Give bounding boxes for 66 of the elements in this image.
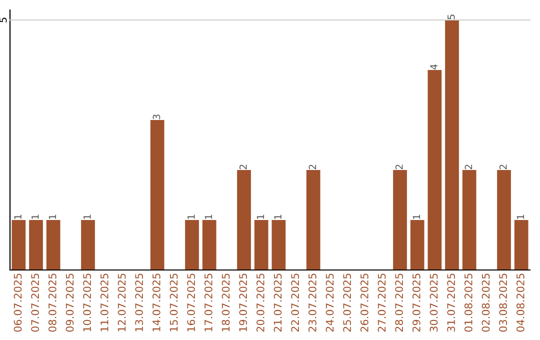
x-tick-label: 07.07.2025 [31, 274, 40, 332]
x-tick-label: 09.07.2025 [66, 274, 74, 332]
data-label: 4 [430, 64, 438, 70]
data-label: 1 [204, 214, 212, 219]
x-tick-label: 30.07.2025 [430, 274, 438, 332]
bar [497, 170, 511, 270]
bar [237, 170, 251, 270]
x-tick-label: 26.07.2025 [360, 274, 368, 332]
data-label: 1 [274, 214, 282, 219]
x-tick-label: 02.08.2025 [482, 274, 490, 332]
bar [254, 220, 268, 270]
data-label: 2 [464, 164, 472, 170]
data-label: 1 [188, 214, 195, 219]
data-label: 1 [256, 214, 264, 219]
data-label: 1 [84, 214, 91, 219]
bar [46, 220, 60, 270]
data-label: 1 [516, 214, 524, 219]
x-tick-label: 18.07.2025 [222, 274, 230, 332]
data-label: 5 [448, 14, 455, 20]
data-label: 1 [412, 214, 420, 219]
x-tick-label: 22.07.2025 [291, 274, 300, 332]
x-tick-label: 01.08.2025 [464, 274, 472, 332]
x-tick-label: 12.07.2025 [118, 274, 126, 332]
data-label: 1 [32, 214, 39, 219]
data-label: 1 [14, 214, 22, 219]
x-tick-label: 20.07.2025 [256, 274, 264, 332]
bar [81, 220, 95, 270]
x-tick-label: 21.07.2025 [274, 274, 282, 332]
data-label: 2 [395, 164, 403, 170]
bar [29, 220, 43, 270]
bar [272, 220, 286, 270]
data-label: 3 [152, 114, 160, 120]
x-tick-label: 03.08.2025 [499, 274, 508, 332]
bar [462, 170, 476, 270]
bar [428, 70, 442, 270]
x-tick-label: 14.07.2025 [152, 274, 160, 332]
x-tick-label: 31.07.2025 [447, 274, 456, 332]
bar [393, 170, 407, 270]
x-tick-label: 10.07.2025 [83, 274, 92, 332]
x-tick-label: 27.07.2025 [378, 274, 386, 332]
x-tick-label: 08.07.2025 [48, 274, 56, 332]
bar [306, 170, 320, 270]
bar [150, 120, 164, 270]
x-tick-label: 29.07.2025 [412, 274, 420, 332]
x-tick-label: 28.07.2025 [395, 274, 404, 332]
bar [514, 220, 528, 270]
x-tick-label: 24.07.2025 [326, 274, 334, 332]
data-label: 1 [48, 214, 56, 219]
x-tick-label: 06.07.2025 [14, 274, 22, 332]
data-label: 2 [239, 164, 247, 170]
data-label: 2 [499, 164, 507, 170]
x-tick-label: 23.07.2025 [308, 274, 316, 332]
x-tick-label: 19.07.2025 [239, 274, 248, 332]
data-label: 2 [308, 164, 316, 170]
bar [12, 220, 26, 270]
x-tick-label: 15.07.2025 [170, 274, 178, 332]
x-tick-label: 13.07.2025 [135, 274, 144, 332]
x-tick-label: 11.07.2025 [100, 274, 108, 332]
bar [410, 220, 424, 270]
bar [445, 20, 459, 270]
bar [202, 220, 216, 270]
x-tick-label: 25.07.2025 [343, 274, 352, 332]
bar [185, 220, 199, 270]
x-tick-label: 17.07.2025 [204, 274, 212, 332]
x-tick-label: 16.07.2025 [187, 274, 196, 332]
x-tick-label: 04.08.2025 [516, 274, 524, 332]
